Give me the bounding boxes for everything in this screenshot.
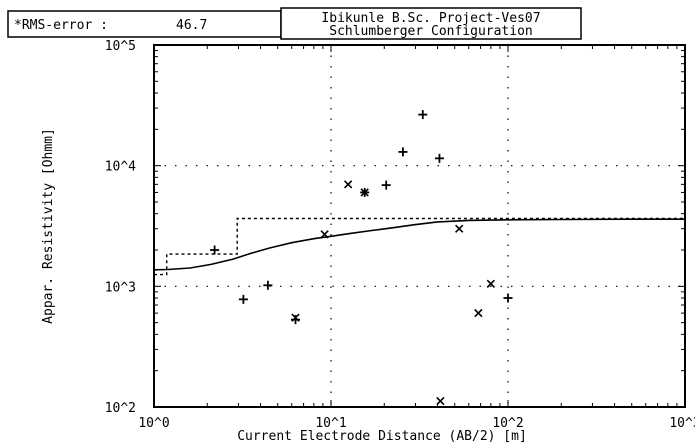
data-point-plus (290, 315, 300, 325)
rms-error-box (7, 10, 282, 38)
grid-lines (154, 45, 685, 407)
title-box (280, 7, 582, 40)
data-point-cross (486, 279, 496, 288)
data-point-plus (210, 245, 220, 255)
model-curve-solid (153, 218, 685, 271)
data-point-plus (434, 153, 444, 163)
minor-ticks (153, 45, 685, 408)
data-point-plus (238, 294, 248, 304)
data-points (210, 110, 513, 406)
data-point-plus (418, 110, 428, 120)
x-tick-label: 10^1 (315, 416, 346, 431)
y-tick-label: 10^5 (105, 39, 136, 54)
data-point-plus (381, 180, 391, 190)
y-tick-label: 10^4 (105, 160, 136, 175)
model-curve-dotted (154, 217, 685, 276)
plot-area (153, 44, 686, 408)
data-point-cross (291, 313, 300, 322)
x-tick-label: 10^0 (138, 416, 169, 431)
x-tick-label: 10^3 (669, 416, 695, 431)
data-point-cross (320, 230, 329, 239)
data-point-cross (474, 308, 483, 318)
data-point-cross (436, 396, 445, 406)
x-tick-labels: 10^0 10^1 10^2 10^3 (138, 416, 695, 431)
data-point-cross (360, 188, 369, 197)
x-axis-label: Current Electrode Distance (AB/2) [m] (237, 429, 527, 443)
x-tick-label: 10^2 (492, 416, 523, 431)
rms-error-value: 46.7 (176, 18, 207, 33)
chart-subtitle: Schlumberger Configuration (329, 24, 533, 39)
data-point-plus (503, 293, 513, 303)
data-point-cross (455, 224, 464, 233)
y-tick-label: 10^3 (105, 280, 136, 295)
y-tick-labels: 10^2 10^3 10^4 10^5 (105, 39, 136, 416)
rms-error-label: *RMS-error : (14, 18, 108, 33)
data-point-plus (398, 147, 408, 157)
y-tick-label: 10^2 (105, 401, 136, 416)
data-point-cross (343, 180, 353, 189)
chart-title: Ibikunle B.Sc. Project-Ves07 (321, 11, 540, 26)
model-curves (153, 217, 685, 276)
data-point-plus (263, 280, 273, 290)
y-axis-label: Appar. Resistivity [Ohmm] (41, 128, 56, 324)
